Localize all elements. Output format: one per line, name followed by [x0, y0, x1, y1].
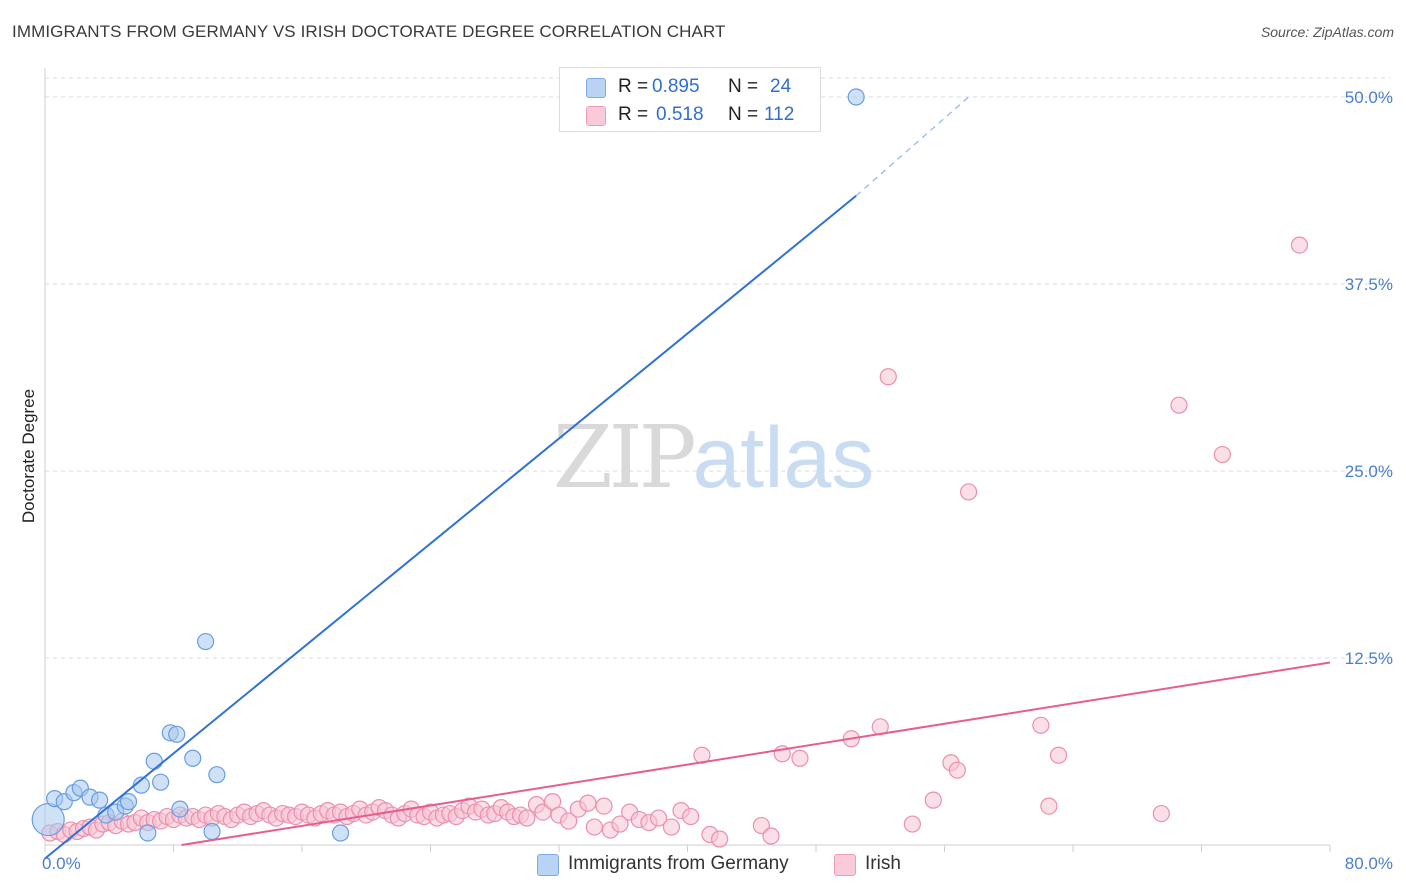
y-axis-label: Doctorate Degree [19, 389, 38, 523]
irish-point [649, 809, 668, 827]
germany-point [184, 749, 202, 767]
chart-title: IMMIGRANTS FROM GERMANY VS IRISH DOCTORA… [12, 22, 726, 41]
irish-point [560, 812, 578, 830]
irish-point [1290, 236, 1309, 254]
watermark-atlas: atlas [692, 410, 875, 506]
irish-point [879, 368, 897, 386]
x-tick-label: 0.0% [42, 854, 81, 873]
irish-point [662, 818, 681, 836]
irish-point [762, 827, 780, 845]
irish-point [903, 815, 921, 833]
n-value: 24 [770, 76, 792, 97]
irish-point [1152, 804, 1170, 823]
germany-point [152, 773, 170, 791]
y-tick-label: 37.5% [1345, 275, 1393, 294]
legend-irish-swatch [834, 854, 856, 876]
irish-point [579, 794, 597, 812]
r-value: 0.895 [652, 76, 700, 97]
irish-point [1032, 716, 1050, 734]
r-label: R = [618, 104, 654, 125]
germany-point [145, 752, 163, 770]
x-tick-label: 80.0% [1345, 854, 1393, 873]
irish-point [1040, 797, 1058, 815]
irish-point [585, 818, 603, 836]
stats-row-irish: R = 0.518 N = 112 [560, 102, 820, 130]
germany-point [197, 632, 215, 651]
germany-point [119, 793, 138, 811]
germany-point [91, 791, 109, 809]
germany-trend-extension [855, 96, 969, 197]
irish-point [595, 797, 613, 815]
irish-point [959, 483, 978, 501]
germany-point [847, 88, 865, 106]
irish-point [518, 809, 536, 827]
irish-point [1049, 746, 1068, 764]
stats-row-germany: R = 0.895 N = 24 [560, 74, 820, 102]
irish-point [711, 830, 729, 848]
data-points [31, 88, 1309, 848]
irish-point [1213, 445, 1231, 464]
grid-lines [45, 77, 1390, 659]
y-tick-label: 50.0% [1345, 88, 1393, 107]
n-label: N = [728, 76, 764, 97]
germany-point [203, 822, 221, 841]
r-value: 0.518 [656, 104, 704, 125]
germany-point [208, 766, 226, 784]
germany-points [31, 88, 865, 842]
irish-points [41, 236, 1309, 848]
axes [44, 68, 1331, 852]
series-legend: Immigrants from Germany Irish [0, 851, 1406, 879]
irish-point [791, 749, 809, 767]
source-label: Source: ZipAtlas.com [1260, 24, 1394, 40]
irish-trend-line [181, 661, 1331, 846]
irish-point [1170, 396, 1188, 414]
germany-trend-line [44, 194, 857, 860]
irish-point [611, 815, 629, 833]
legend-germany-label: Immigrants from Germany [568, 853, 789, 874]
irish-point [924, 791, 942, 809]
irish-point [948, 761, 966, 779]
n-value: 112 [764, 104, 795, 125]
germany-point [331, 824, 350, 842]
germany-swatch [586, 78, 606, 98]
axis-labels: 12.5% 25.0% 37.5% 50.0% 0.0% 80.0% Doctorate D… [19, 88, 1393, 873]
germany-point [139, 824, 157, 842]
legend-irish-label: Irish [865, 853, 901, 874]
y-tick-label: 12.5% [1345, 649, 1393, 668]
trend-lines [44, 96, 1331, 860]
r-label: R = [618, 76, 654, 97]
irish-point [682, 807, 700, 826]
watermark: ZIPatlas [553, 408, 874, 508]
germany-point [168, 725, 186, 743]
legend-germany-swatch [537, 854, 559, 876]
n-label: N = [728, 104, 764, 125]
y-tick-label: 25.0% [1345, 462, 1393, 481]
irish-swatch [586, 106, 606, 126]
stats-legend: R = 0.895 N = 24 R = 0.518 N = 112 [559, 67, 821, 132]
germany-point [171, 800, 189, 818]
